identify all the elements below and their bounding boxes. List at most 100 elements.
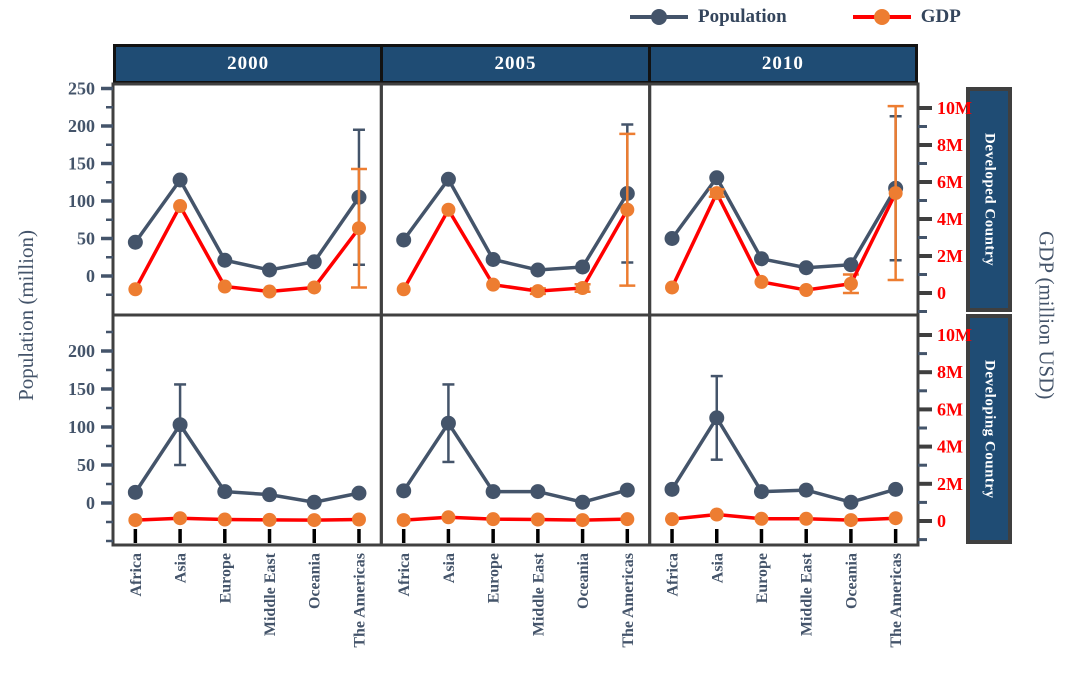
x-category-label: The Americas <box>888 553 905 648</box>
gdp-marker <box>396 513 411 528</box>
population-marker <box>888 481 904 497</box>
row-band-developing-label: Developing Country <box>981 359 998 499</box>
population-marker <box>440 415 456 431</box>
x-category-label: Oceania <box>843 553 860 609</box>
population-marker <box>753 251 769 267</box>
population-marker <box>306 254 322 270</box>
legend-item-population: Population <box>628 6 787 28</box>
gdp-marker <box>441 202 456 217</box>
x-category-label: Middle East <box>799 552 816 636</box>
population-marker <box>753 484 769 500</box>
population-marker <box>798 482 814 498</box>
population-tick-label: 0 <box>86 266 95 286</box>
column-header-2005: 2005 <box>383 47 651 81</box>
gdp-marker <box>754 511 769 526</box>
population-tick-label: 0 <box>86 493 95 513</box>
population-legend-marker-icon <box>630 9 688 25</box>
gdp-marker <box>307 280 322 295</box>
population-tick-label: 250 <box>68 79 95 99</box>
population-line <box>402 420 628 505</box>
population-tick-label: 100 <box>68 417 95 437</box>
x-category-label: Middle East <box>262 552 279 636</box>
gdp-tick-label: 2M <box>937 474 963 494</box>
gdp-marker <box>128 513 143 528</box>
population-tick-label: 200 <box>68 341 95 361</box>
population-marker <box>172 172 188 188</box>
x-category-label: Oceania <box>307 553 324 609</box>
gdp-marker <box>262 284 277 299</box>
gdp-legend-marker-icon <box>852 9 911 25</box>
gdp-marker <box>709 507 724 522</box>
population-marker <box>530 262 546 278</box>
population-marker <box>262 487 278 503</box>
gdp-marker <box>888 511 903 526</box>
population-marker <box>396 483 412 499</box>
population-marker <box>127 234 143 250</box>
row-band-developed: Developed Country <box>966 87 1012 312</box>
population-line <box>402 176 629 272</box>
gdp-line <box>135 516 359 522</box>
population-marker <box>172 417 188 433</box>
population-marker <box>127 484 143 500</box>
population-marker <box>664 481 680 497</box>
population-marker <box>709 170 725 186</box>
row-band-developing: Developing Country <box>966 314 1012 544</box>
gdp-marker <box>217 279 232 294</box>
gdp-marker <box>575 513 590 528</box>
gdp-marker <box>799 283 814 298</box>
population-line <box>133 421 360 505</box>
gdp-marker <box>530 512 545 527</box>
gdp-marker <box>620 512 635 527</box>
gdp-line <box>133 202 361 294</box>
gdp-tick-label: 0 <box>937 283 946 303</box>
gdp-marker <box>307 513 322 528</box>
population-marker <box>440 171 456 187</box>
x-category-label: Asia <box>441 553 458 583</box>
population-marker <box>485 252 501 267</box>
gdp-tick-label: 10M <box>937 325 972 345</box>
gdp-marker <box>173 511 188 526</box>
gdp-marker <box>351 221 366 236</box>
population-marker <box>575 259 591 275</box>
gdp-marker <box>754 274 769 289</box>
gdp-marker <box>486 512 501 527</box>
x-category-label: Africa <box>665 553 682 597</box>
gdp-line <box>403 515 628 522</box>
x-category-label: Europe <box>217 553 234 603</box>
panel-border <box>111 82 383 317</box>
gdp-marker <box>396 282 411 297</box>
gdp-marker <box>575 281 590 296</box>
gdp-marker <box>441 510 456 525</box>
row-band-developed-label: Developed Country <box>981 132 998 267</box>
population-marker <box>530 484 546 500</box>
column-header-2000: 2000 <box>116 47 384 81</box>
gdp-line <box>671 512 896 522</box>
gdp-tick-label: 8M <box>937 135 963 155</box>
x-category-label: Europe <box>486 553 503 603</box>
gdp-tick-label: 6M <box>937 399 963 419</box>
population-marker <box>798 260 814 276</box>
x-category-label: The Americas <box>620 553 637 648</box>
population-marker <box>217 484 233 500</box>
column-header-2010: 2010 <box>650 47 915 81</box>
panel-border <box>648 82 920 317</box>
population-tick-label: 200 <box>68 116 95 136</box>
gdp-line <box>402 206 629 293</box>
gdp-marker <box>665 512 680 527</box>
legend-label-population: Population <box>698 6 787 27</box>
gdp-marker <box>709 186 724 201</box>
gdp-marker <box>351 512 366 527</box>
population-marker <box>664 231 680 246</box>
panel-border <box>379 313 652 547</box>
gdp-line <box>670 189 898 292</box>
gdp-marker <box>262 512 277 527</box>
gdp-marker <box>173 199 188 214</box>
population-marker <box>709 410 725 426</box>
gdp-tick-label: 0 <box>937 511 946 531</box>
population-marker <box>485 484 501 500</box>
population-marker <box>619 482 635 498</box>
gdp-marker <box>620 202 635 217</box>
gdp-marker <box>799 511 814 526</box>
x-category-label: Europe <box>754 553 771 603</box>
population-marker <box>217 252 233 268</box>
